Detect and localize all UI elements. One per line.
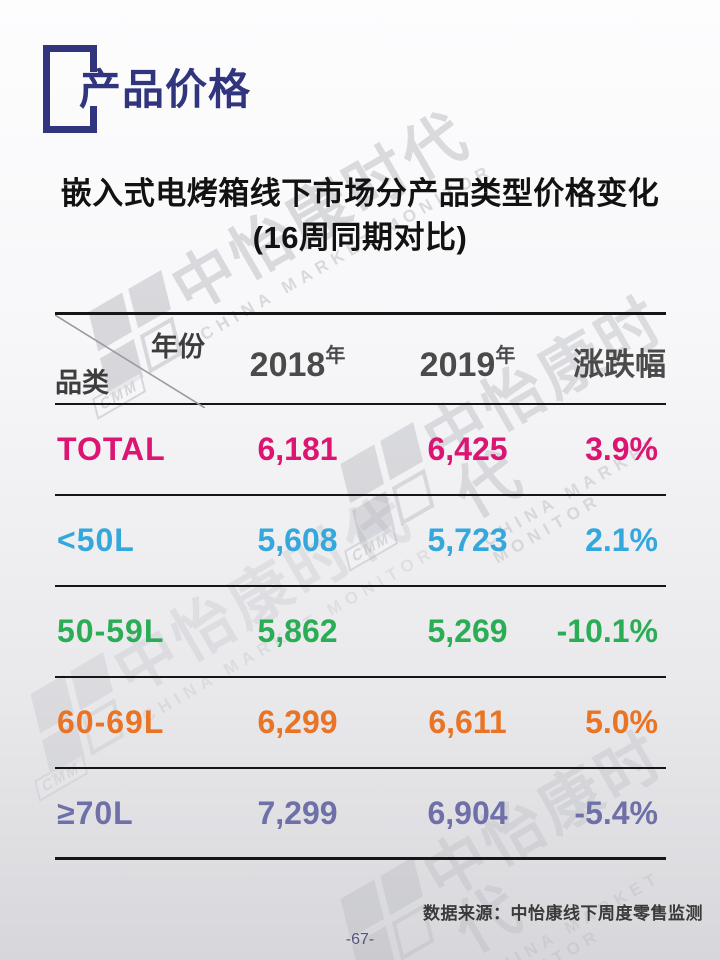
table-title-line2: (16周同期对比)	[252, 220, 468, 255]
row-2019-value: 6,425	[427, 431, 508, 467]
row-category: ≥70L	[57, 794, 134, 831]
row-2018-value: 6,299	[257, 704, 338, 740]
corner-label-year: 年份	[151, 332, 205, 362]
row-change-value: -10.1%	[556, 613, 658, 649]
table-title: 嵌入式电烤箱线下市场分产品类型价格变化 (16周同期对比)	[0, 172, 720, 260]
column-header-change: 涨跌幅	[573, 347, 666, 382]
row-change-value: 5.0%	[585, 704, 658, 740]
row-2018-value: 5,608	[257, 522, 338, 558]
table-row-60-69l: 60-69L 6,299 6,611 5.0%	[55, 678, 666, 769]
table-row-lt50l: <50L 5,608 5,723 2.1%	[55, 496, 666, 587]
row-2019-value: 6,611	[428, 704, 507, 740]
price-table: 年份 品类 2018年 2019年 涨跌幅 TOTAL 6,181 6,425 …	[55, 312, 666, 860]
table-title-line1: 嵌入式电烤箱线下市场分产品类型价格变化	[60, 176, 660, 211]
row-2018-value: 5,862	[257, 613, 338, 649]
row-category: 50-59L	[57, 613, 165, 649]
table-row-50-59l: 50-59L 5,862 5,269 -10.1%	[55, 587, 666, 678]
table-row-ge70l: ≥70L 7,299 6,904 -5.4%	[55, 769, 666, 860]
row-change-value: 2.1%	[585, 522, 658, 558]
page-title: 产品价格	[79, 66, 252, 113]
row-change-value: 3.9%	[585, 431, 658, 467]
row-2019-value: 5,723	[427, 522, 508, 558]
row-2019-value: 5,269	[427, 613, 508, 649]
corner-label-category: 品类	[55, 368, 109, 398]
row-change-value: -5.4%	[574, 794, 658, 831]
title-bracket-icon	[43, 45, 97, 133]
row-2018-value: 6,181	[257, 431, 338, 467]
row-2019-value: 6,904	[427, 794, 508, 831]
table-header-row: 年份 品类 2018年 2019年 涨跌幅	[55, 312, 666, 408]
row-category: 60-69L	[57, 704, 165, 740]
row-2018-value: 7,299	[257, 794, 338, 831]
column-header-2019: 2019年	[419, 344, 516, 384]
column-header-2018: 2018年	[249, 344, 346, 384]
diagonal-divider	[55, 315, 205, 408]
data-source-note: 数据来源：中怡康线下周度零售监测	[423, 904, 703, 923]
table-row-total: TOTAL 6,181 6,425 3.9%	[55, 405, 666, 496]
row-category: TOTAL	[57, 431, 166, 467]
page-number: -67-	[345, 931, 375, 948]
table-corner-cell: 年份 品类	[55, 315, 205, 408]
row-category: <50L	[57, 522, 135, 558]
